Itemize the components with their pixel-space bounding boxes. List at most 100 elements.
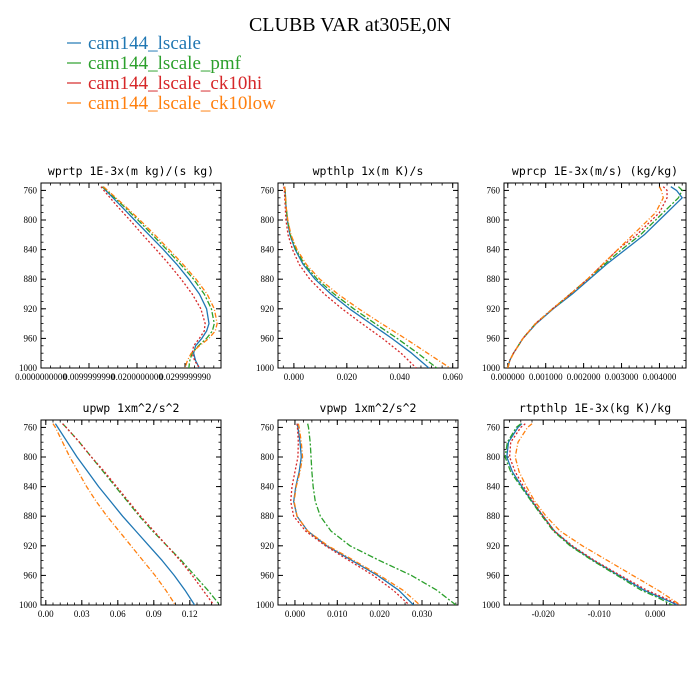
- series-line: [283, 186, 451, 368]
- x-tick-label: 0.00: [38, 609, 54, 619]
- x-tick-label: -0.010: [588, 609, 612, 619]
- legend-label: cam144_lscale_ck10low: [88, 93, 276, 114]
- x-tick-label: 0.12: [182, 609, 198, 619]
- y-tick-label: 840: [24, 245, 38, 255]
- panels: wprtp 1E-3x(m kg)/(s kg) 760 800 840 880 920 9…: [15, 164, 687, 619]
- x-tick-label: 0.004000: [643, 372, 677, 382]
- x-tick-label: 0.03: [74, 609, 90, 619]
- y-tick-label: 880: [487, 274, 501, 284]
- plot-frame: [503, 182, 687, 369]
- series-group: [507, 186, 683, 368]
- series-line: [52, 423, 176, 605]
- y-tick-label: 880: [24, 511, 38, 521]
- x-tick-label: 0.003000: [605, 372, 639, 382]
- plot-frame: [277, 419, 459, 606]
- series-group: [52, 423, 221, 605]
- series-line: [514, 423, 681, 605]
- plot-frame: [40, 419, 222, 606]
- y-tick-label: 800: [261, 452, 275, 462]
- y-tick-label: 760: [24, 422, 38, 432]
- x-tick-label: 0.000: [284, 372, 305, 382]
- series-line: [507, 186, 683, 368]
- y-tick-label: 760: [261, 185, 275, 195]
- y-tick-label: 880: [261, 274, 275, 284]
- y-tick-label: 840: [487, 482, 501, 492]
- y-tick-label: 920: [487, 304, 501, 314]
- x-tick-label: 0.000: [645, 609, 666, 619]
- series-line: [102, 186, 218, 368]
- y-tick-label: 920: [261, 541, 275, 551]
- legend-label: cam144_lscale_pmf: [88, 53, 242, 74]
- y-tick-label: 760: [261, 422, 275, 432]
- series-line: [101, 186, 210, 368]
- panel-title: wprcp 1E-3x(m/s) (kg/kg): [512, 164, 678, 178]
- y-tick-label: 800: [487, 215, 501, 225]
- chart-panel: wprcp 1E-3x(m/s) (kg/kg) 760 800 840 880 920 9…: [482, 164, 687, 382]
- plot-frame: [503, 419, 687, 606]
- series-line: [54, 423, 196, 605]
- x-tick-label: 0.060: [443, 372, 464, 382]
- x-tick-label: 0.0299999990: [159, 372, 211, 382]
- panel-title: wprtp 1E-3x(m kg)/(s kg): [48, 164, 214, 178]
- y-tick-label: 800: [487, 452, 501, 462]
- panel-title: rtpthlp 1E-3x(kg K)/kg: [519, 401, 671, 415]
- series-line: [290, 423, 410, 605]
- x-tick-label: 0.0000000000: [15, 372, 67, 382]
- panel-title: wpthlp 1x(m K)/s: [313, 164, 424, 178]
- x-tick-label: 0.001000: [529, 372, 563, 382]
- series-group: [100, 186, 218, 368]
- legend: cam144_lscalecam144_lscale_pmfcam144_lsc…: [67, 33, 276, 114]
- y-tick-label: 840: [24, 482, 38, 492]
- y-tick-label: 840: [261, 482, 275, 492]
- x-tick-label: 0.0200000000: [111, 372, 163, 382]
- y-tick-label: 1000: [19, 363, 38, 373]
- y-tick-label: 920: [24, 541, 38, 551]
- chart-panel: vpwp 1xm^2/s^2 760 800 840 880 920 960 1000 0.00…: [256, 401, 459, 619]
- figure-title: CLUBB VAR at305E,0N: [249, 14, 451, 36]
- y-tick-label: 1000: [482, 600, 501, 610]
- x-tick-label: 0.002000: [567, 372, 601, 382]
- y-tick-label: 920: [24, 304, 38, 314]
- chart-panel: upwp 1xm^2/s^2 760 800 840 880 920 960 10000.00…: [19, 401, 222, 619]
- y-tick-label: 1000: [256, 363, 275, 373]
- y-tick-label: 960: [487, 570, 501, 580]
- series-group: [504, 423, 681, 605]
- panel-title: upwp 1xm^2/s^2: [83, 401, 180, 415]
- series-line: [507, 186, 664, 368]
- y-tick-label: 800: [24, 452, 38, 462]
- plot-frame: [277, 182, 459, 369]
- series-line: [283, 186, 417, 368]
- y-tick-label: 920: [487, 541, 501, 551]
- legend-label: cam144_lscale: [88, 33, 201, 54]
- series-line: [507, 186, 668, 368]
- y-tick-label: 960: [261, 333, 275, 343]
- series-line: [508, 423, 681, 605]
- series-line: [100, 186, 206, 368]
- legend-label: cam144_lscale_ck10hi: [88, 73, 262, 94]
- y-tick-label: 1000: [19, 600, 38, 610]
- chart-panel: rtpthlp 1E-3x(kg K)/kg 760 800 840 880 920 960…: [482, 401, 687, 619]
- x-tick-label: 0.020: [337, 372, 358, 382]
- x-tick-label: 0.010: [327, 609, 348, 619]
- y-tick-label: 960: [24, 570, 38, 580]
- x-tick-label: 0.000: [285, 609, 306, 619]
- x-tick-label: 0.000000: [491, 372, 525, 382]
- y-tick-label: 760: [487, 185, 501, 195]
- y-tick-label: 960: [24, 333, 38, 343]
- y-tick-label: 960: [261, 570, 275, 580]
- series-line: [307, 423, 457, 605]
- plot-frame: [40, 182, 222, 369]
- y-tick-label: 800: [261, 215, 275, 225]
- x-tick-label: 0.0099999990: [63, 372, 115, 382]
- series-line: [293, 423, 421, 605]
- x-tick-label: 0.020: [370, 609, 391, 619]
- series-line: [62, 423, 215, 605]
- y-tick-label: 1000: [482, 363, 501, 373]
- series-line: [506, 423, 678, 605]
- panel-title: vpwp 1xm^2/s^2: [320, 401, 417, 415]
- series-line: [507, 186, 683, 368]
- x-tick-label: 0.06: [110, 609, 126, 619]
- y-tick-label: 880: [261, 511, 275, 521]
- y-tick-label: 880: [487, 511, 501, 521]
